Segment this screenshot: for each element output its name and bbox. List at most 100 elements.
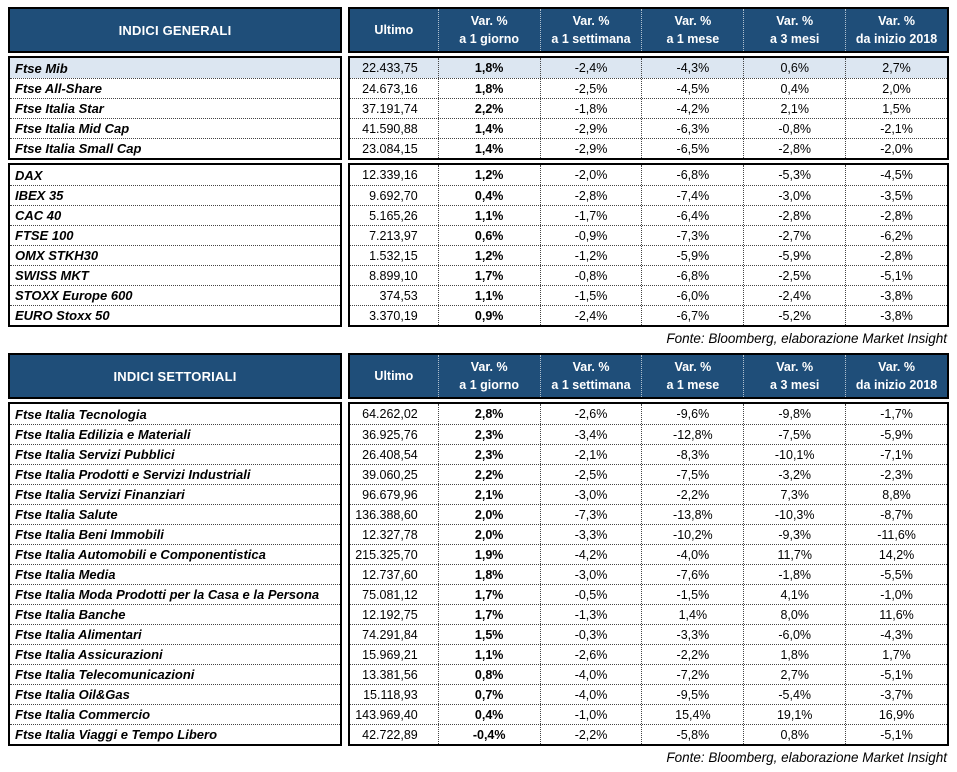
column-header-var-inizio2018: Var. % da inizio 2018 [845, 355, 947, 397]
column-header-line2: a 1 mese [666, 378, 720, 392]
value-var-inizio2018: -6,2% [845, 226, 947, 245]
index-name: SWISS MKT [10, 265, 340, 285]
value-var-3mesi: -7,5% [743, 425, 845, 444]
index-name: Ftse Italia Alimentari [10, 624, 340, 644]
value-ultimo: 37.191,74 [362, 101, 418, 116]
value-var-1giorno: 2,0% [437, 505, 540, 524]
value-var-1giorno: 1,9% [437, 545, 540, 564]
value-ultimo: 74.291,84 [362, 627, 418, 642]
value-var-1settimana: -2,5% [539, 79, 642, 98]
value-var-1mese: -9,6% [641, 404, 743, 424]
value-ultimo: 7.213,97 [369, 228, 418, 243]
index-names-box: DAX IBEX 35 CAC 40 FTSE 100 OMX STKH30 SWISS … [8, 163, 342, 327]
value-var-1settimana: -1,7% [539, 206, 642, 225]
value-ultimo: 12.327,78 [362, 527, 418, 542]
value-ultimo: 12.192,75 [362, 607, 418, 622]
column-header-var-1giorno: Var. % a 1 giorno [437, 355, 540, 397]
table-row: 9.692,70 0,4% -2,8% -7,4% -3,0% -3,5% [350, 185, 947, 205]
column-header-var-3mesi: Var. % a 3 mesi [743, 355, 845, 397]
value-var-3mesi: -9,8% [743, 404, 845, 424]
table-row: 7.213,97 0,6% -0,9% -7,3% -2,7% -6,2% [350, 225, 947, 245]
value-var-inizio2018: -5,1% [845, 665, 947, 684]
value-var-1settimana: -2,6% [539, 404, 642, 424]
column-header-line2: da inizio 2018 [855, 32, 938, 46]
value-var-3mesi: -9,3% [743, 525, 845, 544]
column-header-var-1settimana: Var. % a 1 settimana [539, 355, 642, 397]
value-var-1mese: -6,3% [641, 119, 743, 138]
value-var-1settimana: -0,8% [539, 266, 642, 285]
value-var-3mesi: -2,8% [743, 139, 845, 158]
index-name: FTSE 100 [10, 225, 340, 245]
value-var-1mese: -3,3% [641, 625, 743, 644]
value-var-inizio2018: 1,7% [845, 645, 947, 664]
value-var-inizio2018: -11,6% [845, 525, 947, 544]
value-var-1settimana: -0,9% [539, 226, 642, 245]
value-var-1mese: -7,6% [641, 565, 743, 584]
value-var-1giorno: 1,1% [437, 206, 540, 225]
table-row: 36.925,76 2,3% -3,4% -12,8% -7,5% -5,9% [350, 424, 947, 444]
value-var-3mesi: -2,5% [743, 266, 845, 285]
value-var-1settimana: -2,2% [539, 725, 642, 744]
table-row: 96.679,96 2,1% -3,0% -2,2% 7,3% 8,8% [350, 484, 947, 504]
value-ultimo: 36.925,76 [362, 427, 418, 442]
value-var-1giorno: 1,8% [437, 58, 540, 78]
value-var-inizio2018: 16,9% [845, 705, 947, 724]
value-var-1settimana: -0,3% [539, 625, 642, 644]
index-name: Ftse Italia Edilizia e Materiali [10, 424, 340, 444]
value-var-3mesi: 7,3% [743, 485, 845, 504]
index-name: Ftse Italia Small Cap [10, 138, 340, 158]
column-header-line2: a 1 settimana [551, 378, 631, 392]
table-row: 39.060,25 2,2% -2,5% -7,5% -3,2% -2,3% [350, 464, 947, 484]
index-name: Ftse Italia Viaggi e Tempo Libero [10, 724, 340, 744]
value-var-inizio2018: -2,3% [845, 465, 947, 484]
value-var-1mese: -7,4% [641, 186, 743, 205]
table-row: 12.192,75 1,7% -1,3% 1,4% 8,0% 11,6% [350, 604, 947, 624]
value-ultimo: 143.969,40 [355, 707, 418, 722]
value-var-1settimana: -3,4% [539, 425, 642, 444]
value-var-1giorno: 2,3% [437, 425, 540, 444]
index-name: Ftse Italia Star [10, 98, 340, 118]
value-var-1mese: -6,0% [641, 286, 743, 305]
value-ultimo: 12.339,16 [362, 168, 418, 182]
value-var-3mesi: 8,0% [743, 605, 845, 624]
column-header-line2: a 1 giorno [459, 32, 520, 46]
value-ultimo: 41.590,88 [362, 121, 418, 136]
value-var-1settimana: -3,3% [539, 525, 642, 544]
value-var-1giorno: 1,2% [437, 246, 540, 265]
value-var-1settimana: -2,9% [539, 119, 642, 138]
value-ultimo: 13.381,56 [362, 667, 418, 682]
value-var-1giorno: 1,7% [437, 585, 540, 604]
column-header-line1: Ultimo [374, 22, 414, 37]
table-row: 12.737,60 1,8% -3,0% -7,6% -1,8% -5,5% [350, 564, 947, 584]
index-name: Ftse Italia Servizi Pubblici [10, 444, 340, 464]
value-var-1giorno: 0,8% [437, 665, 540, 684]
value-var-inizio2018: 8,8% [845, 485, 947, 504]
value-var-inizio2018: -4,5% [845, 165, 947, 185]
value-var-1giorno: -0,4% [437, 725, 540, 744]
value-var-1giorno: 1,8% [437, 565, 540, 584]
value-var-1mese: -2,2% [641, 485, 743, 504]
table-row: 12.327,78 2,0% -3,3% -10,2% -9,3% -11,6% [350, 524, 947, 544]
value-var-inizio2018: -1,0% [845, 585, 947, 604]
table-header-row: INDICI GENERALI Ultimo Var. % a 1 giorno Var… [8, 7, 949, 53]
value-var-1mese: -7,3% [641, 226, 743, 245]
column-header-line1: Var. % [878, 13, 915, 28]
value-var-1giorno: 1,5% [437, 625, 540, 644]
index-name: Ftse Italia Oil&Gas [10, 684, 340, 704]
value-ultimo: 24.673,16 [362, 81, 418, 96]
value-var-3mesi: 0,8% [743, 725, 845, 744]
table-row: 64.262,02 2,8% -2,6% -9,6% -9,8% -1,7% [350, 404, 947, 424]
value-var-1giorno: 1,8% [437, 79, 540, 98]
value-ultimo: 22.433,75 [362, 61, 418, 75]
value-var-1giorno: 1,7% [437, 605, 540, 624]
sector-indices-table: INDICI SETTORIALI Ultimo Var. % a 1 giorno V… [8, 353, 949, 772]
value-var-1settimana: -2,5% [539, 465, 642, 484]
value-var-1giorno: 2,1% [437, 485, 540, 504]
value-var-inizio2018: -3,8% [845, 286, 947, 305]
value-var-1settimana: -2,0% [539, 165, 642, 185]
index-names-box: Ftse Mib Ftse All-Share Ftse Italia Star Ft… [8, 56, 342, 160]
value-var-1giorno: 0,4% [437, 705, 540, 724]
value-var-1mese: 1,4% [641, 605, 743, 624]
value-var-inizio2018: 2,0% [845, 79, 947, 98]
value-var-1settimana: -3,0% [539, 485, 642, 504]
